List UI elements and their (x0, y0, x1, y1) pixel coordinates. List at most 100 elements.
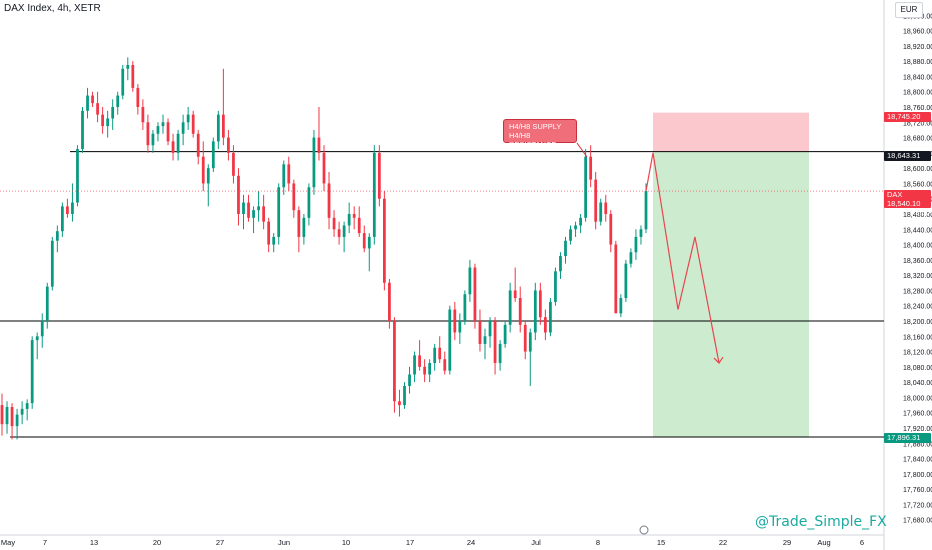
candle-body (257, 206, 260, 211)
candle-body (342, 225, 346, 237)
candle-body (317, 137, 321, 153)
candle-body (533, 290, 537, 333)
x-tick-label: Jun (278, 538, 290, 547)
annotation-line-2: H4/H8 RESISTANCE (509, 131, 557, 149)
candle-body (433, 347, 437, 364)
candle-body (221, 114, 225, 138)
candle-body (116, 95, 120, 107)
candle-body (352, 214, 356, 218)
candle-body (327, 183, 331, 218)
candle-body (76, 149, 79, 203)
candle-body (176, 133, 180, 153)
tp-price-tag: 17,896.31 (884, 433, 931, 443)
y-tick-label: 18,000.00 (903, 395, 932, 402)
candle-body (232, 152, 235, 176)
candle-body (639, 229, 643, 237)
y-tick-label: 18,880.00 (903, 59, 932, 66)
x-tick-label: May (1, 538, 15, 547)
candle-body (388, 282, 391, 321)
candle-body (25, 403, 29, 409)
currency-button[interactable]: EUR (895, 2, 923, 18)
candle-body (106, 118, 110, 127)
y-tick-label: 18,840.00 (903, 74, 932, 81)
y-tick-label: 18,400.00 (903, 243, 932, 250)
y-tick-label: 18,240.00 (903, 304, 932, 311)
projection-arrowhead (713, 356, 724, 364)
candle-body (569, 229, 572, 241)
candle-body (242, 202, 245, 214)
candle-body (493, 321, 497, 364)
x-tick-label: 8 (596, 538, 600, 547)
take-profit-zone (653, 151, 809, 438)
candle-body (227, 137, 230, 153)
candle-body (50, 240, 54, 287)
candle-body (161, 122, 165, 127)
candle-body (554, 271, 557, 302)
candle-body (408, 374, 411, 386)
annotation-line-1: H4/H8 SUPPLY (509, 122, 562, 131)
candle-body (579, 217, 582, 226)
y-tick-label: 18,920.00 (903, 44, 932, 51)
candle-body (267, 221, 271, 245)
candle-body (403, 385, 406, 406)
candle-body (538, 290, 542, 318)
candle-body (201, 156, 205, 184)
x-tick-label: 24 (467, 538, 475, 547)
supply-annotation[interactable]: H4/H8 SUPPLY H4/H8 RESISTANCE (503, 119, 577, 149)
candle-body (438, 347, 442, 360)
candle-body (393, 321, 396, 402)
candle-body (624, 263, 628, 299)
y-tick-label: 18,160.00 (903, 334, 932, 341)
y-tick-label: 17,800.00 (903, 472, 932, 479)
candle-body (367, 236, 371, 249)
candle-body (5, 406, 9, 425)
candle-body (211, 141, 215, 169)
candle-body (191, 114, 195, 134)
candle-body (549, 301, 552, 333)
candle-body (398, 401, 401, 406)
candle-body (277, 187, 281, 237)
candle-body (111, 107, 115, 119)
candle-body (619, 298, 623, 314)
candle-body (247, 202, 250, 218)
candle-body (423, 366, 427, 375)
y-tick-label: 17,920.00 (903, 426, 932, 433)
y-tick-label: 18,360.00 (903, 258, 932, 265)
candle-body (55, 231, 59, 241)
candle-body (86, 95, 89, 111)
candle-body (91, 95, 94, 104)
annotation-pointer (576, 142, 588, 158)
y-tick-label: 18,080.00 (903, 365, 932, 372)
candle-body (508, 290, 512, 325)
candle-body (559, 256, 562, 272)
candle-body (10, 406, 14, 427)
candle-body (126, 64, 130, 69)
candle-body (584, 156, 588, 218)
candle-body (131, 64, 135, 88)
candle-body (262, 206, 266, 222)
candle-body (96, 103, 99, 115)
y-tick-label: 18,760.00 (903, 105, 932, 112)
candle-body (146, 122, 150, 146)
candle-body (121, 68, 125, 96)
x-tick-label: 17 (406, 538, 414, 547)
candle-body (523, 324, 527, 352)
x-tick-label: 13 (90, 538, 98, 547)
candle-body (307, 187, 311, 218)
y-tick-label: 17,840.00 (903, 457, 932, 464)
candle-body (377, 152, 381, 199)
x-tick-label: 7 (43, 538, 47, 547)
y-tick-label: 18,800.00 (903, 90, 932, 97)
candle-body (156, 126, 160, 134)
candle-body (60, 206, 64, 232)
candle-body (282, 164, 286, 188)
y-tick-label: 18,200.00 (903, 319, 932, 326)
y-tick-label: 18,680.00 (903, 136, 932, 143)
candle-body (418, 355, 421, 367)
candle-body (186, 114, 190, 123)
stop-loss-zone (653, 112, 809, 152)
candle-body (513, 290, 517, 299)
candle-body (453, 309, 457, 333)
projection-path (645, 152, 720, 364)
